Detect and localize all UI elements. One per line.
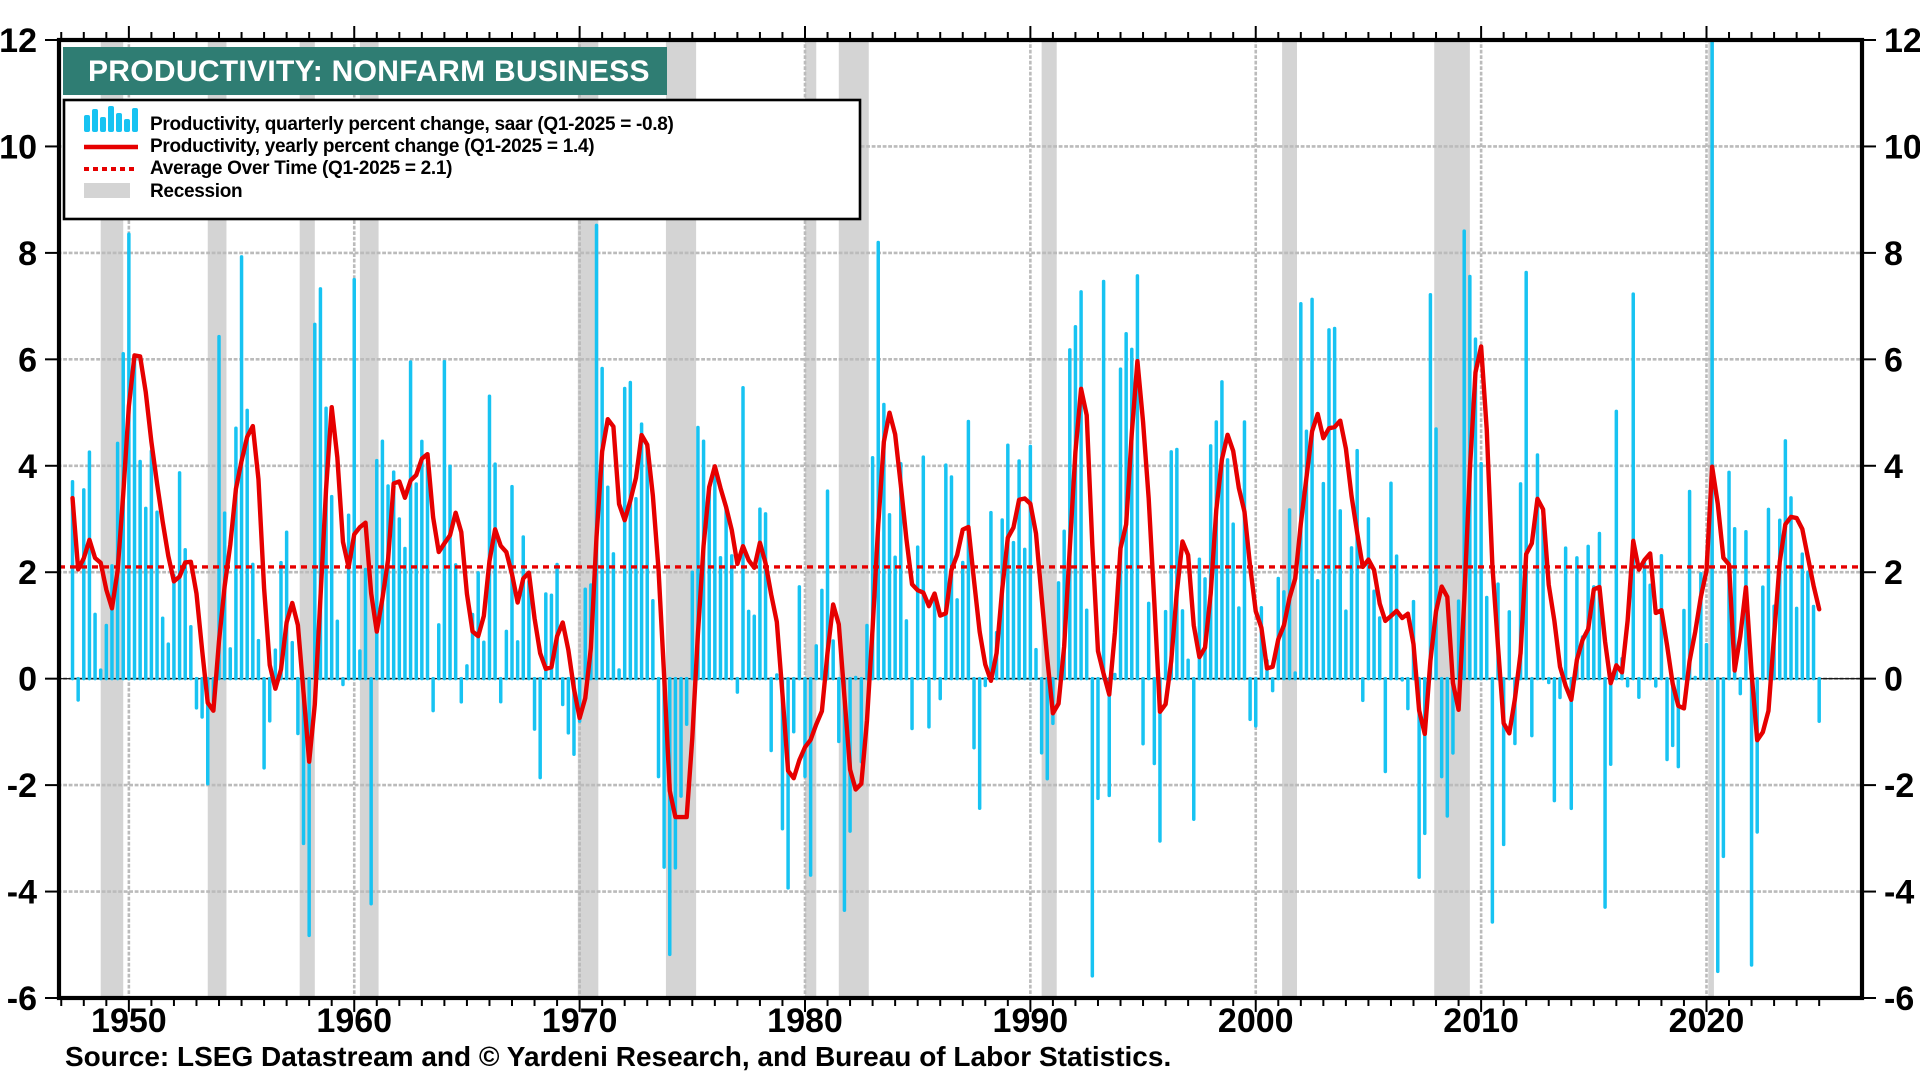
svg-text:0: 0 xyxy=(1884,661,1903,699)
svg-text:6: 6 xyxy=(1884,341,1903,379)
svg-text:2020: 2020 xyxy=(1669,1002,1745,1040)
svg-text:Productivity, yearly percent c: Productivity, yearly percent change (Q1-… xyxy=(150,136,594,157)
svg-text:Recession: Recession xyxy=(150,181,242,202)
svg-text:1960: 1960 xyxy=(316,1002,392,1040)
svg-text:1970: 1970 xyxy=(542,1002,618,1040)
svg-text:12: 12 xyxy=(0,22,37,60)
svg-text:Average Over Time (Q1-2025 = 2: Average Over Time (Q1-2025 = 2.1) xyxy=(150,158,452,179)
svg-text:2: 2 xyxy=(1884,554,1903,592)
svg-text:6: 6 xyxy=(18,341,37,379)
svg-text:1980: 1980 xyxy=(767,1002,843,1040)
svg-text:8: 8 xyxy=(18,235,37,273)
svg-text:Source: LSEG Datastream and ©: Source: LSEG Datastream and © Yardeni Re… xyxy=(65,1041,1171,1072)
svg-text:1990: 1990 xyxy=(993,1002,1069,1040)
svg-text:-6: -6 xyxy=(7,980,37,1018)
svg-text:-2: -2 xyxy=(1884,767,1914,805)
svg-text:-2: -2 xyxy=(7,767,37,805)
svg-text:2: 2 xyxy=(18,554,37,592)
svg-text:PRODUCTIVITY: NONFARM BUSINESS: PRODUCTIVITY: NONFARM BUSINESS xyxy=(88,55,650,88)
svg-text:12: 12 xyxy=(1884,22,1920,60)
svg-text:0: 0 xyxy=(18,661,37,699)
svg-text:10: 10 xyxy=(0,128,37,166)
svg-text:8: 8 xyxy=(1884,235,1903,273)
svg-text:4: 4 xyxy=(1884,448,1903,486)
svg-text:1950: 1950 xyxy=(91,1002,167,1040)
svg-text:-6: -6 xyxy=(1884,980,1914,1018)
svg-text:Productivity, quarterly percen: Productivity, quarterly percent change, … xyxy=(150,114,674,135)
svg-text:2010: 2010 xyxy=(1443,1002,1519,1040)
svg-text:10: 10 xyxy=(1884,128,1920,166)
svg-text:2000: 2000 xyxy=(1218,1002,1294,1040)
svg-text:-4: -4 xyxy=(1884,874,1914,912)
svg-text:4: 4 xyxy=(18,448,37,486)
svg-text:-4: -4 xyxy=(7,874,37,912)
